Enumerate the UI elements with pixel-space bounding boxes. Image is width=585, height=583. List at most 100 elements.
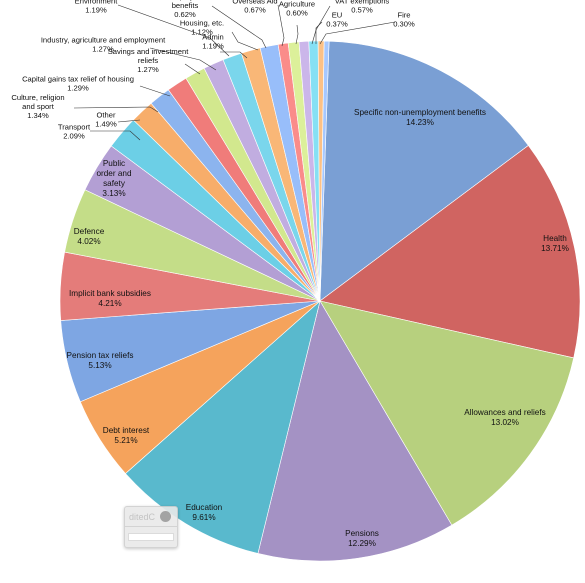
slice-label: Agriculture	[279, 0, 315, 9]
slice-label: Public order and safety	[96, 159, 131, 188]
slice-label: Allowances and reliefs	[464, 408, 545, 417]
overlay-widget[interactable]: ditedC	[124, 506, 178, 548]
slice-label: EU	[332, 11, 343, 20]
overlay-widget-label: ditedC	[125, 507, 177, 527]
leader-line	[90, 130, 141, 141]
slice-label: Specific non-unemployment benefits	[354, 108, 486, 117]
slice-value-label: 4.21%	[98, 299, 121, 308]
slice-value-label: 1.12%	[191, 28, 213, 37]
slice-label: Other	[97, 111, 116, 120]
slice-label-group: Industry, agriculture and employment1.27…	[41, 36, 166, 54]
slice-label: Fire	[397, 11, 410, 20]
slice-value-label: 1.27%	[137, 65, 159, 74]
slice-value-label: 3.13%	[102, 189, 125, 198]
slice-label: Capital gains tax relief of housing	[22, 75, 134, 84]
leader-line	[117, 119, 141, 123]
slice-value-label: 13.02%	[491, 418, 519, 427]
leader-line	[211, 5, 267, 49]
pie-slice-education	[125, 300, 321, 554]
slice-value-label: 0.37%	[326, 20, 348, 29]
slice-label: VAT exemptions	[335, 0, 390, 6]
pie-slice-pensions	[257, 300, 453, 562]
slice-value-label: 5.13%	[88, 361, 111, 370]
slice-label: Implicit bank subsidies	[69, 289, 151, 298]
slice-value-label: 0.62%	[174, 10, 196, 19]
leader-line	[139, 85, 171, 97]
slice-value-label: 0.30%	[393, 20, 415, 29]
slice-value-label: 0.57%	[351, 6, 373, 15]
leader-line	[73, 106, 159, 113]
slice-value-label: 5.21%	[114, 436, 137, 445]
leader-line	[184, 63, 201, 75]
slice-value-label: 1.49%	[95, 120, 117, 129]
slice-value-label: 13.71%	[541, 244, 569, 253]
slice-label: Debt interest	[103, 426, 150, 435]
slice-value-label: 1.27%	[92, 45, 114, 54]
leader-line	[315, 21, 323, 44]
overlay-widget-bar	[128, 533, 174, 541]
leader-line	[220, 51, 248, 59]
slice-value-label: 2.09%	[63, 132, 85, 141]
leader-line	[319, 21, 396, 45]
slice-value-label: 4.02%	[77, 237, 100, 246]
slice-label: Environment	[75, 0, 119, 6]
slice-label-group: Housing, etc.1.12%	[180, 19, 224, 37]
pie-slice-specific-non-unemployment-benefits	[319, 40, 529, 302]
slice-label: Admin	[202, 33, 224, 42]
slice-value-label: 0.60%	[286, 9, 308, 18]
slice-value-label: 1.29%	[67, 84, 89, 93]
slice-label: Unemploymentbenefits	[159, 0, 211, 10]
pie-slice-fire	[319, 40, 330, 302]
slice-label: Health	[543, 234, 567, 243]
leader-line	[149, 47, 217, 71]
slice-label: Pension tax reliefs	[67, 351, 134, 360]
slice-label: Industry, agriculture and employment	[41, 36, 166, 45]
slice-value-label: 1.19%	[85, 6, 107, 15]
slice-value-label: 12.29%	[348, 539, 376, 548]
slice-label-group: EU0.37%	[326, 11, 348, 29]
slice-label: Savings and investment reliefs	[108, 47, 190, 65]
overlay-widget-knob[interactable]	[160, 511, 171, 522]
slice-value-label: 1.34%	[27, 111, 49, 120]
pie-slice-allowances-and-reliefs	[319, 300, 575, 526]
leader-line	[277, 4, 285, 47]
slice-value-label: 14.23%	[406, 118, 434, 127]
slice-label: Defence	[74, 227, 105, 236]
slice-label: Overseas Aid	[232, 0, 277, 6]
leader-line	[295, 24, 299, 45]
slice-label: Transport	[58, 123, 91, 132]
slice-label: Housing, etc.	[180, 19, 224, 28]
leader-line	[231, 31, 259, 51]
slice-label: Culture, religion and sport	[11, 93, 64, 111]
slice-value-label: 9.61%	[192, 513, 215, 522]
pie-slice-health	[319, 145, 581, 359]
slice-value-label: 1.19%	[202, 42, 224, 51]
slice-label: Pensions	[345, 529, 379, 538]
slice-value-label: 0.67%	[244, 6, 266, 15]
slice-label: Education	[186, 503, 223, 512]
leader-line	[117, 4, 230, 57]
